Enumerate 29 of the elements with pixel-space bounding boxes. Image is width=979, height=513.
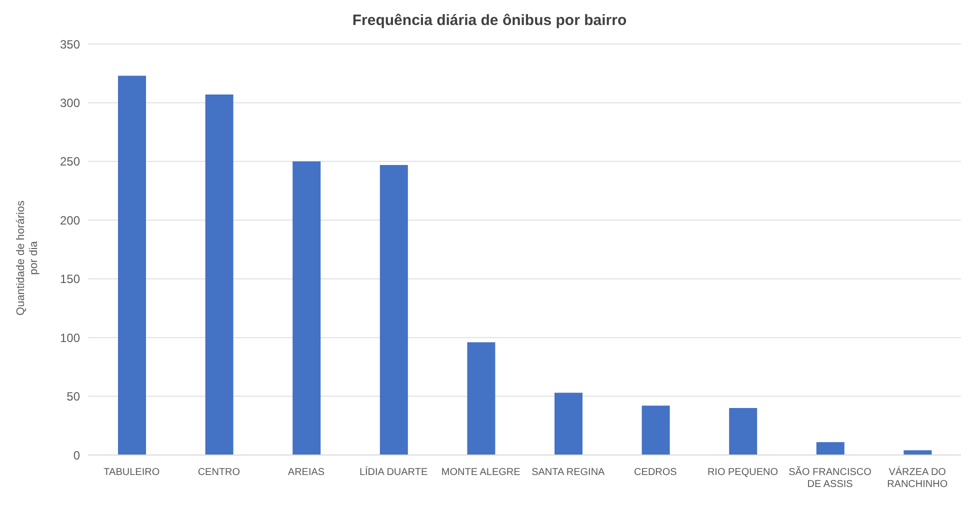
y-tick-label: 100 xyxy=(60,330,80,345)
bar xyxy=(467,342,496,455)
bar xyxy=(816,442,844,455)
bar xyxy=(642,406,670,455)
x-tick-label: VÁRZEA DO RANCHINHO xyxy=(887,466,948,490)
bar xyxy=(729,408,758,455)
bar xyxy=(380,164,408,455)
y-tick-label: 350 xyxy=(60,37,80,52)
y-tick-label: 50 xyxy=(66,390,80,404)
y-axis-title: Quantidade de horários por dia xyxy=(15,200,40,316)
x-tick-label: TABULEIRO xyxy=(104,467,160,478)
x-tick-label: SÃO FRANCISCO DE ASSIS xyxy=(788,466,872,490)
y-tick-label: 200 xyxy=(60,213,80,228)
y-tick-label: 250 xyxy=(60,154,80,169)
x-tick-label: LÍDIA DUARTE xyxy=(359,466,428,478)
y-tick-label: 150 xyxy=(60,272,80,286)
x-tick-label: SANTA REGINA xyxy=(532,467,606,478)
x-tick-label: CEDROS xyxy=(634,467,678,478)
x-tick-label: AREIAS xyxy=(288,467,325,478)
x-tick-label: MONTE ALEGRE xyxy=(441,467,521,478)
bar xyxy=(292,161,321,455)
y-tick-label: 0 xyxy=(73,448,80,462)
chart-title: Frequência diária de ônibus por bairro xyxy=(351,11,628,31)
bar xyxy=(118,76,146,455)
bar xyxy=(205,94,234,455)
y-tick-label: 300 xyxy=(60,96,80,110)
x-tick-label: CENTRO xyxy=(198,467,240,478)
x-tick-label: RIO PEQUENO xyxy=(707,467,778,478)
bar xyxy=(554,392,582,455)
